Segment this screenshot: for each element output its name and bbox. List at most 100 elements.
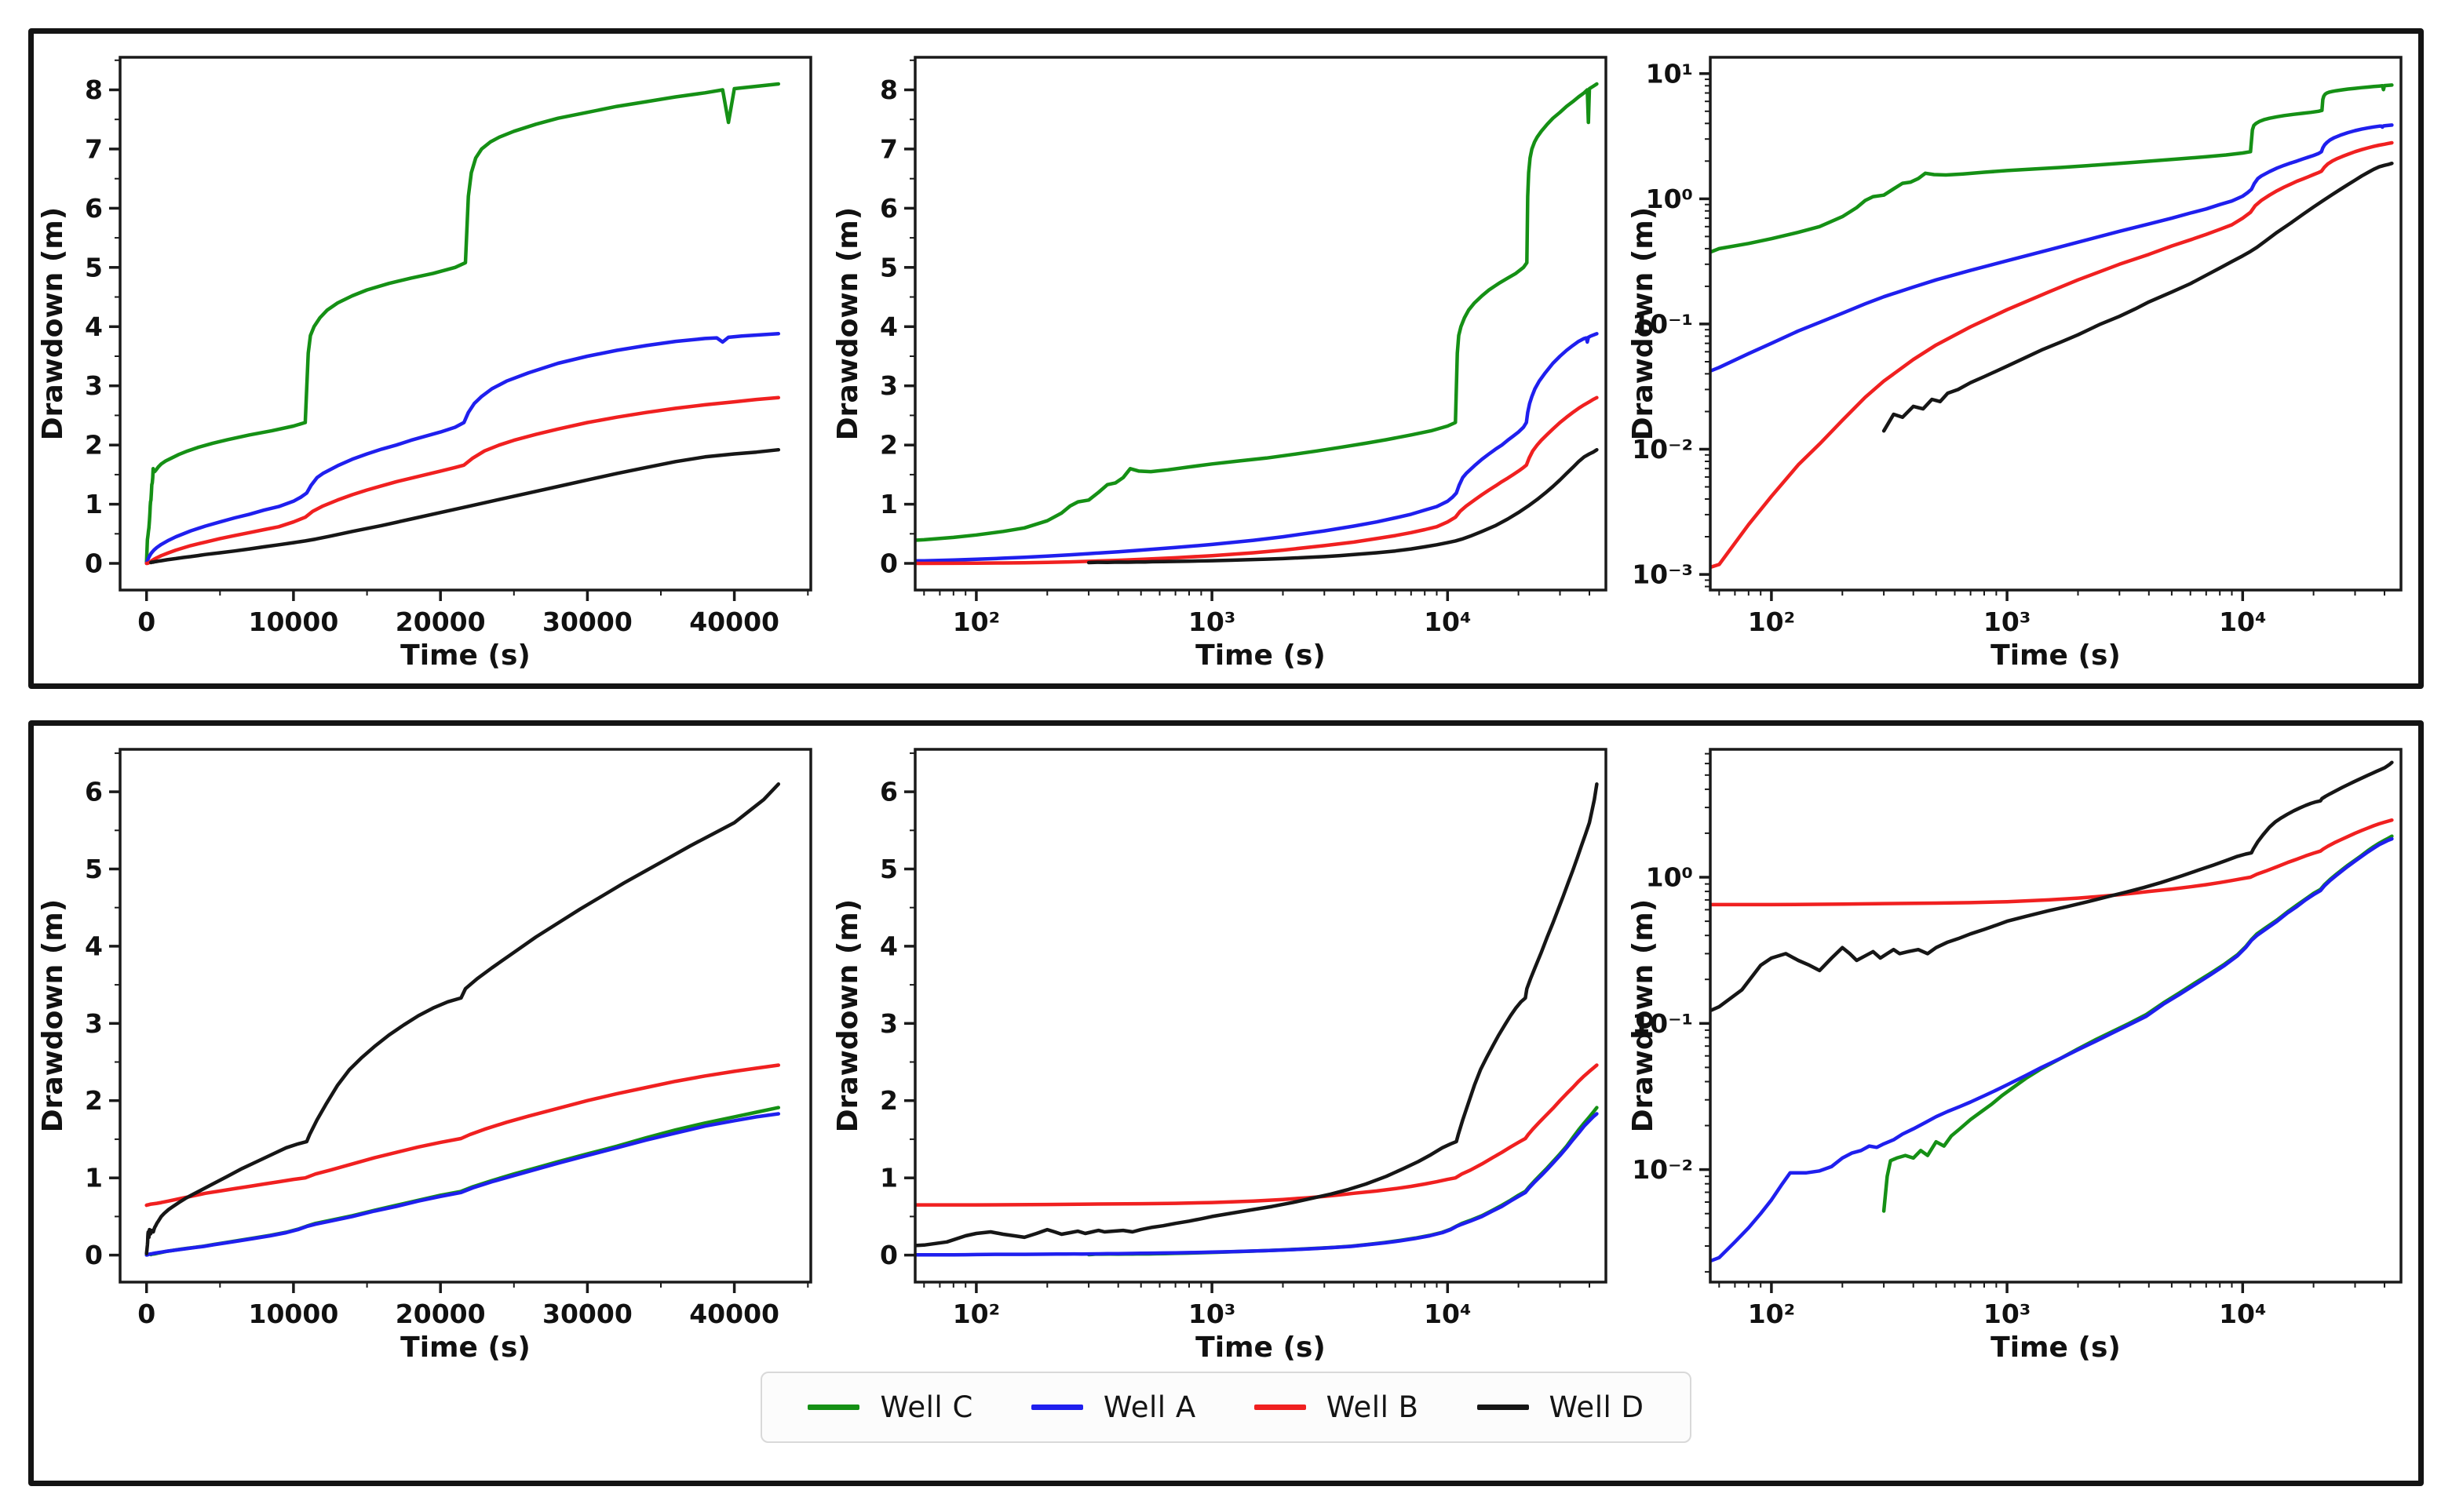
chart-bottom-linear: 0 10000 20000 30000 40000 0 1 2 3 4 5 6 Time (s) Draw…: [38, 748, 813, 1361]
y-tick-label: 8: [85, 75, 103, 105]
y-tick-label: 6: [880, 193, 898, 224]
y-tick-label: 5: [85, 854, 103, 884]
x-tick-label: 10000: [249, 1299, 339, 1329]
legend-entry-well-a: Well A: [1031, 1390, 1196, 1424]
x-tick-label: 0: [138, 607, 156, 637]
y-tick-label: 0: [880, 1240, 898, 1270]
x-tick-label: 10⁴: [1424, 1299, 1471, 1329]
series-well-a: [1709, 836, 2394, 1263]
x-axis-label: Time (s): [1990, 639, 2121, 669]
series-well-d: [144, 782, 781, 1255]
y-tick-label: 4: [85, 312, 103, 342]
legend-entry-well-c: Well C: [808, 1390, 972, 1424]
x-tick-label: 10⁴: [2219, 607, 2266, 637]
x-axis-label: Time (s): [1990, 1332, 2121, 1361]
bottom-charts-row: 0 10000 20000 30000 40000 0 1 2 3 4 5 6 Time (s) Draw…: [34, 726, 2418, 1361]
y-tick-label: 10⁻³: [1632, 559, 1693, 590]
series-well-c: [914, 82, 1599, 542]
top-charts-row: 0 10000 20000 30000 40000 0 1 2 3 4 5 6 7 8 Time (s) Dr…: [34, 34, 2418, 669]
legend-label-well-c: Well C: [880, 1390, 973, 1424]
series-well-c: [144, 82, 781, 564]
axes-frame: [119, 748, 813, 1284]
series-well-b: [144, 1063, 781, 1208]
x-tick-label: 20000: [396, 1299, 486, 1329]
y-tick-label: 5: [85, 252, 103, 282]
series-well-c: [1086, 1106, 1599, 1257]
y-tick-label: 3: [85, 1008, 103, 1039]
legend-label-well-b: Well B: [1326, 1390, 1419, 1424]
y-tick-label: 0: [85, 548, 103, 579]
y-axis-label: Drawdown (m): [1629, 899, 1659, 1133]
x-tick-label: 10⁴: [1424, 607, 1471, 637]
series-well-b: [914, 1063, 1599, 1207]
x-tick-label: 40000: [690, 1299, 780, 1329]
x-tick-label: 10⁴: [2219, 1299, 2266, 1329]
chart-top-semilog: 10² 10³ 10⁴ 0 1 2 3 4 5 6 7 8 Time (s) Drawdown (m): [834, 56, 1607, 669]
chart-top-loglog: 10² 10³ 10⁴ 10⁻³ 10⁻² 10⁻¹ 10⁰ 10¹ Time (s) Drawd…: [1629, 56, 2403, 669]
x-tick-label: 10²: [953, 1299, 1000, 1329]
y-tick-label: 6: [85, 777, 103, 807]
y-tick-label: 10¹: [1645, 58, 1692, 89]
axes-frame: [914, 748, 1607, 1284]
x-tick-label: 10²: [953, 607, 1000, 637]
y-tick-label: 7: [880, 133, 898, 164]
y-tick-label: 0: [880, 548, 898, 579]
y-tick-label: 7: [85, 133, 103, 164]
x-axis-label: Time (s): [400, 1332, 531, 1361]
y-axis-label: Drawdown (m): [834, 899, 864, 1133]
y-tick-label: 2: [880, 430, 898, 461]
y-tick-label: 0: [85, 1240, 103, 1270]
y-tick-label: 2: [85, 1085, 103, 1116]
legend-label-well-d: Well D: [1549, 1390, 1644, 1424]
y-tick-label: 3: [85, 370, 103, 401]
y-axis-label: Drawdown (m): [1629, 207, 1659, 441]
y-tick-label: 3: [880, 370, 898, 401]
y-tick-label: 3: [880, 1008, 898, 1039]
series-well-b: [1709, 140, 2394, 570]
legend-label-well-a: Well A: [1103, 1390, 1196, 1424]
x-tick-label: 0: [138, 1299, 156, 1329]
y-tick-label: 8: [880, 75, 898, 105]
y-tick-label: 4: [880, 312, 898, 342]
chart-bottom-semilog: 10² 10³ 10⁴ 0 1 2 3 4 5 6 Time (s) Drawdown (m): [834, 748, 1607, 1361]
series-well-b: [1709, 818, 2394, 907]
series-well-d: [149, 447, 781, 565]
y-tick-label: 4: [85, 931, 103, 961]
y-tick-label: 10⁰: [1645, 862, 1692, 893]
series-well-a: [914, 1112, 1599, 1257]
well-b-line-swatch: [1253, 1405, 1306, 1410]
y-tick-label: 1: [880, 489, 898, 519]
bottom-panel: 0 10000 20000 30000 40000 0 1 2 3 4 5 6 Time (s) Draw…: [28, 720, 2424, 1486]
legend: Well C Well A Well B Well D: [761, 1372, 1691, 1443]
series-well-a: [1709, 123, 2394, 373]
series-well-a: [144, 1112, 781, 1257]
y-axis-label: Drawdown (m): [38, 899, 69, 1133]
series-well-c: [1709, 83, 2394, 254]
x-axis-label: Time (s): [400, 639, 531, 669]
series-well-a: [144, 332, 781, 566]
y-tick-label: 10⁻²: [1632, 434, 1693, 465]
y-tick-label: 10⁻²: [1632, 1154, 1693, 1185]
top-panel: 0 10000 20000 30000 40000 0 1 2 3 4 5 6 7 8 Time (s) Dr…: [28, 28, 2424, 689]
series-well-a: [914, 332, 1599, 563]
axes-frame: [1708, 748, 2403, 1284]
y-tick-label: 2: [85, 430, 103, 461]
y-tick-label: 5: [880, 252, 898, 282]
x-tick-label: 30000: [542, 607, 633, 637]
x-tick-label: 10000: [249, 607, 339, 637]
chart-top-linear: 0 10000 20000 30000 40000 0 1 2 3 4 5 6 7 8 Time (s) Dr…: [38, 56, 813, 669]
y-tick-label: 10⁰: [1645, 184, 1692, 214]
well-d-line-swatch: [1476, 1405, 1529, 1410]
chart-bottom-loglog: 10² 10³ 10⁴ 10⁻² 10⁻¹ 10⁰ Time (s) Drawdown (m): [1629, 748, 2403, 1361]
x-axis-label: Time (s): [1195, 1332, 1326, 1361]
series-well-d: [914, 782, 1599, 1248]
legend-entry-well-b: Well B: [1253, 1390, 1419, 1424]
y-tick-label: 10⁻¹: [1632, 1008, 1693, 1039]
x-axis-label: Time (s): [1195, 639, 1326, 669]
x-tick-label: 10³: [1983, 1299, 2031, 1329]
x-tick-label: 10³: [1983, 607, 2031, 637]
series-well-d: [1086, 447, 1599, 565]
axes-frame: [914, 56, 1607, 592]
legend-entry-well-d: Well D: [1476, 1390, 1644, 1424]
x-tick-label: 30000: [542, 1299, 633, 1329]
